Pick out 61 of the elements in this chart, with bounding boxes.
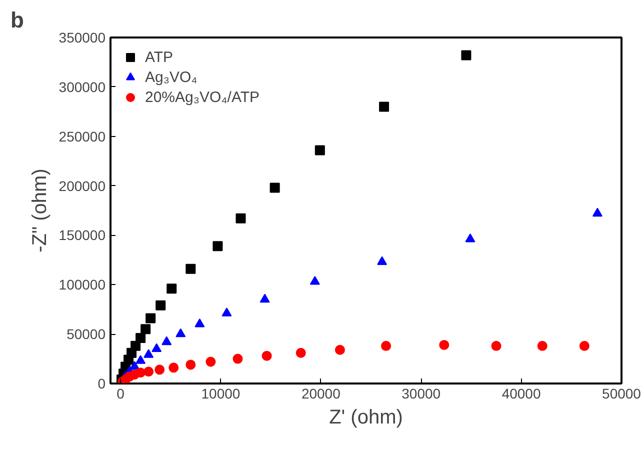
x-tick-label: 50000 (602, 386, 641, 402)
point (156, 300, 166, 310)
point (537, 340, 548, 351)
x-tick-label: 40000 (502, 386, 541, 402)
text: b (10, 8, 24, 32)
point (236, 213, 246, 224)
x-axis-title: Z' (ohm) (329, 406, 403, 428)
point (206, 356, 216, 367)
point (296, 348, 306, 358)
legend-label: 20%Ag₃VO₄/ATP (145, 88, 260, 106)
point (144, 366, 154, 377)
point (194, 318, 205, 328)
point (232, 354, 243, 364)
legend-label: Ag₃VO₄ (145, 68, 198, 86)
point (379, 102, 390, 112)
point (310, 276, 320, 285)
point (465, 233, 476, 242)
point (262, 350, 272, 361)
point (176, 328, 186, 338)
point (154, 364, 165, 375)
point (130, 340, 141, 351)
point (260, 294, 270, 303)
y-tick-label: 0 (98, 376, 106, 392)
point (579, 340, 590, 351)
point (130, 361, 140, 370)
y-tick-label: 350000 (58, 30, 106, 46)
point (186, 264, 196, 274)
point (461, 50, 472, 60)
point (212, 241, 223, 252)
y-tick-label: 150000 (58, 227, 106, 244)
y-tick-label: 100000 (58, 276, 106, 293)
point (222, 308, 232, 316)
point (168, 362, 179, 373)
point (491, 340, 502, 351)
point (439, 340, 450, 350)
point (136, 355, 146, 364)
point (270, 182, 280, 193)
point (166, 284, 177, 294)
point (136, 368, 146, 378)
legend-label: ATP (145, 48, 174, 66)
point (334, 344, 345, 355)
point (162, 336, 172, 346)
point (152, 343, 162, 352)
y-tick-label: 300000 (58, 78, 106, 95)
point (146, 313, 156, 324)
point (314, 145, 325, 156)
y-tick-label: 250000 (58, 128, 106, 144)
point (592, 208, 602, 217)
point (144, 349, 154, 358)
x-tick-label: 0 (116, 386, 125, 402)
point (140, 324, 151, 334)
y-tick-label: 200000 (58, 178, 106, 194)
x-tick-label: 20000 (301, 386, 341, 402)
y-tick-label: 50000 (66, 326, 106, 342)
x-tick-label: 30000 (402, 386, 441, 402)
point (136, 333, 146, 344)
point (381, 340, 392, 351)
x-tick-label: 10000 (201, 386, 240, 402)
point (186, 360, 196, 370)
point (377, 256, 388, 266)
y-axis-title: -Z" (ohm) (28, 168, 51, 252)
